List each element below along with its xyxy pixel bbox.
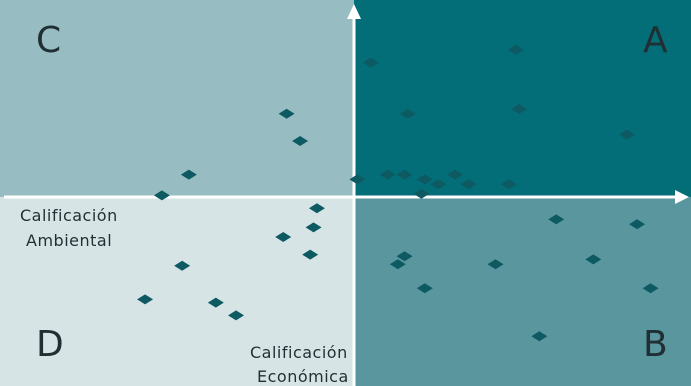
data-point-19 <box>308 203 325 214</box>
y-axis-label-line-1: Calificación <box>20 206 118 225</box>
data-point-29 <box>396 251 413 262</box>
data-point-5 <box>618 129 635 140</box>
data-point-4 <box>511 104 528 114</box>
data-point-32 <box>585 254 602 265</box>
data-point-31 <box>487 259 504 270</box>
quadrant-a <box>354 0 691 197</box>
quadrant-label-a: A <box>643 20 668 61</box>
data-point-11 <box>379 169 396 180</box>
data-point-22 <box>302 249 319 260</box>
quadrant-d <box>0 197 354 386</box>
data-point-2 <box>507 44 524 55</box>
axes <box>4 4 689 386</box>
quadrant-label-b: B <box>643 324 668 365</box>
y-axis-label-line-2: Ambiental <box>26 231 112 250</box>
data-point-6 <box>278 108 295 119</box>
data-point-1 <box>362 57 379 68</box>
data-point-21 <box>275 232 292 242</box>
data-point-3 <box>399 108 416 119</box>
x-axis-label-line-2: Económica <box>257 367 349 386</box>
data-point-27 <box>548 214 565 225</box>
data-point-12 <box>396 169 413 180</box>
data-point-34 <box>416 283 433 294</box>
data-point-7 <box>292 136 309 146</box>
data-point-23 <box>174 260 191 271</box>
data-point-18 <box>413 188 430 199</box>
data-point-33 <box>642 283 659 294</box>
quadrant-label-d: D <box>36 324 64 365</box>
data-points <box>137 44 659 342</box>
data-point-16 <box>460 179 477 190</box>
data-point-14 <box>430 179 447 190</box>
data-point-15 <box>447 169 464 180</box>
x-axis-arrowhead <box>675 190 689 204</box>
data-point-26 <box>228 310 245 321</box>
y-axis-arrowhead <box>347 4 361 19</box>
quadrant-label-c: C <box>36 20 61 61</box>
data-point-20 <box>305 222 322 233</box>
data-point-24 <box>137 294 154 305</box>
quadrant-b <box>354 197 691 386</box>
quadrant-c <box>0 0 354 197</box>
data-point-30 <box>389 259 406 270</box>
data-point-13 <box>416 174 433 185</box>
data-point-17 <box>501 179 518 190</box>
data-point-35 <box>531 331 548 342</box>
data-point-9 <box>153 190 170 201</box>
data-point-28 <box>629 219 646 230</box>
data-point-10 <box>349 174 366 185</box>
data-point-8 <box>180 169 197 180</box>
x-axis-label-line-1: Calificación <box>250 343 348 362</box>
data-point-25 <box>207 297 224 308</box>
